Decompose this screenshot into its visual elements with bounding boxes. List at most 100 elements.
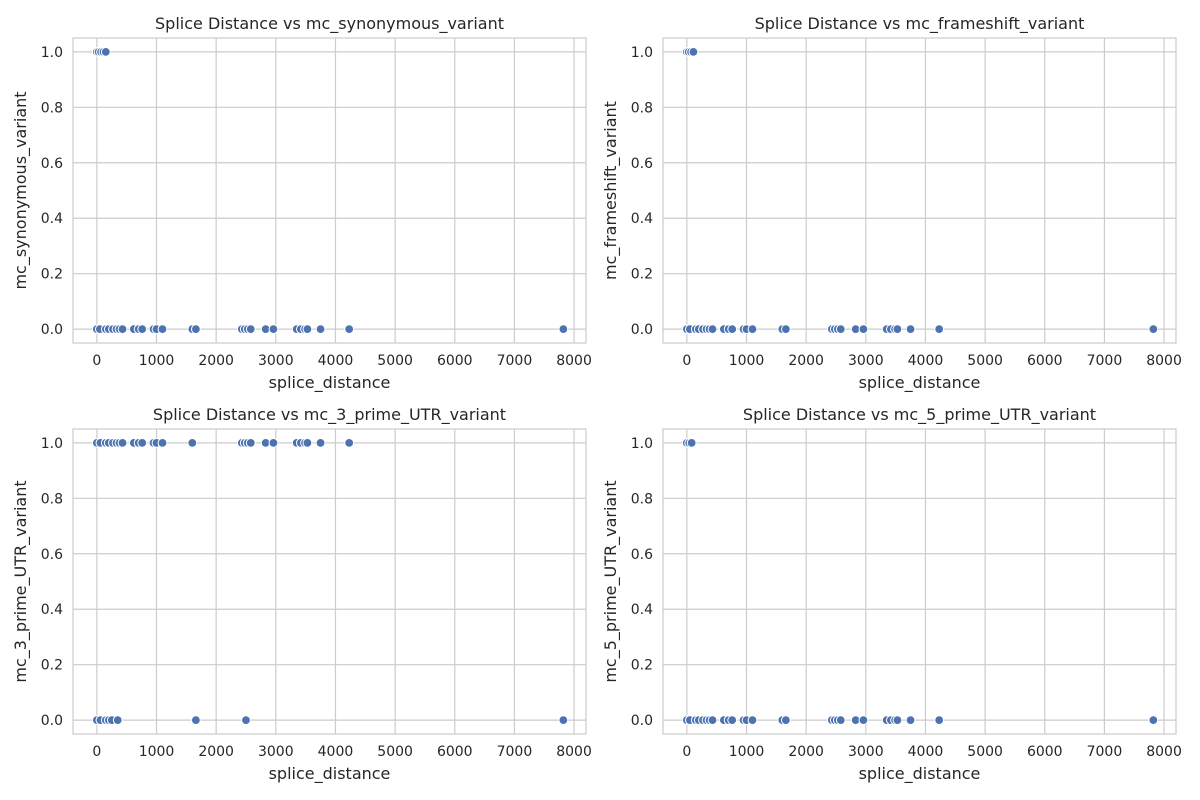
- y-tick-label: 0.4: [41, 602, 63, 618]
- data-point: [688, 46, 699, 57]
- y-tick-label: 0.6: [41, 156, 63, 172]
- x-tick-label: 1000: [139, 353, 175, 369]
- subplot-2: 0 1000 2000 3000 4000 5000 6000 7000 8000 0.0 0.2 0…: [601, 14, 1182, 393]
- data-point: [100, 46, 111, 57]
- y-axis-label: mc_5_prime_UTR_variant: [601, 480, 621, 682]
- y-tick-label: 0.0: [631, 322, 653, 338]
- x-tick-label: 5000: [377, 744, 413, 760]
- x-tick-label: 3000: [848, 744, 884, 760]
- data-point: [190, 715, 201, 726]
- x-tick-label: 6000: [437, 744, 473, 760]
- data-point: [858, 715, 869, 726]
- data-point: [117, 324, 128, 335]
- data-point: [835, 324, 846, 335]
- data-point: [835, 715, 846, 726]
- y-tick-label: 0.4: [631, 602, 653, 618]
- x-tick-label: 0: [682, 353, 691, 369]
- data-point: [747, 324, 758, 335]
- subplot-title: Splice Distance vs mc_synonymous_variant: [155, 14, 504, 34]
- y-tick-label: 0.2: [41, 267, 63, 283]
- data-point: [892, 324, 903, 335]
- subplot-1: 0 1000 2000 3000 4000 5000 6000 7000 8000 0.0 0.2 0…: [11, 14, 592, 393]
- y-tick-label: 1.0: [631, 45, 653, 61]
- data-point: [686, 437, 697, 448]
- y-axis-label: mc_3_prime_UTR_variant: [11, 480, 31, 682]
- data-point: [302, 324, 313, 335]
- x-tick-label: 0: [682, 744, 691, 760]
- data-point: [1148, 715, 1159, 726]
- data-point: [934, 715, 945, 726]
- x-tick-label: 1000: [729, 353, 765, 369]
- plot-frame: [72, 428, 587, 735]
- x-tick-label: 4000: [908, 744, 944, 760]
- x-tick-label: 7000: [1087, 744, 1123, 760]
- x-tick-label: 0: [92, 353, 101, 369]
- x-tick-label: 1000: [139, 744, 175, 760]
- x-tick-label: 8000: [1146, 353, 1182, 369]
- data-point: [190, 324, 201, 335]
- data-point: [727, 715, 738, 726]
- y-axis-label: mc_frameshift_variant: [601, 101, 621, 280]
- plot-area: [663, 429, 1176, 734]
- x-tick-label: 2000: [198, 744, 234, 760]
- data-point: [268, 437, 279, 448]
- y-tick-label: 0.8: [41, 491, 63, 507]
- y-tick-label: 0.2: [631, 267, 653, 283]
- data-point: [780, 715, 791, 726]
- y-tick-label: 0.2: [631, 658, 653, 674]
- data-point: [707, 715, 718, 726]
- y-tick-label: 0.6: [631, 156, 653, 172]
- x-tick-label: 1000: [729, 744, 765, 760]
- data-point: [858, 324, 869, 335]
- data-point: [934, 324, 945, 335]
- x-tick-label: 5000: [967, 744, 1003, 760]
- x-tick-label: 7000: [1087, 353, 1123, 369]
- x-tick-label: 2000: [788, 353, 824, 369]
- y-tick-label: 1.0: [41, 45, 63, 61]
- subplot-4: 0 1000 2000 3000 4000 5000 6000 7000 8000 0.0 0.2 0…: [601, 405, 1182, 784]
- x-axis-label: splice_distance: [859, 764, 981, 784]
- data-point: [558, 324, 569, 335]
- data-point: [245, 324, 256, 335]
- data-point: [315, 324, 326, 335]
- x-tick-label: 8000: [556, 744, 592, 760]
- x-tick-label: 6000: [1027, 353, 1063, 369]
- x-axis-label: splice_distance: [859, 373, 981, 393]
- y-tick-label: 0.2: [41, 658, 63, 674]
- data-point: [268, 324, 279, 335]
- subplot-3: 0 1000 2000 3000 4000 5000 6000 7000 8000 0.0 0.2 0…: [11, 405, 592, 784]
- data-point: [707, 324, 718, 335]
- y-tick-label: 0.0: [631, 713, 653, 729]
- x-tick-label: 3000: [258, 353, 294, 369]
- data-point: [137, 437, 148, 448]
- y-tick-label: 0.0: [41, 322, 63, 338]
- data-point: [747, 715, 758, 726]
- x-tick-label: 7000: [497, 744, 533, 760]
- x-tick-label: 6000: [1027, 744, 1063, 760]
- y-tick-label: 1.0: [631, 436, 653, 452]
- x-tick-label: 5000: [967, 353, 1003, 369]
- x-tick-label: 0: [92, 744, 101, 760]
- y-axis-label: mc_synonymous_variant: [11, 91, 31, 289]
- data-point: [137, 324, 148, 335]
- data-point: [241, 715, 251, 726]
- data-point: [344, 324, 355, 335]
- x-tick-label: 4000: [318, 353, 354, 369]
- y-tick-label: 1.0: [41, 436, 63, 452]
- y-tick-label: 0.4: [41, 211, 63, 227]
- plot-frame: [72, 37, 587, 344]
- y-tick-label: 0.6: [631, 547, 653, 563]
- x-axis-label: splice_distance: [269, 764, 391, 784]
- data-point: [1148, 324, 1159, 335]
- plot-area: [73, 38, 586, 343]
- x-tick-label: 8000: [1146, 744, 1182, 760]
- subplot-title: Splice Distance vs mc_5_prime_UTR_varian…: [743, 405, 1096, 425]
- x-tick-label: 4000: [908, 353, 944, 369]
- x-tick-label: 3000: [848, 353, 884, 369]
- plot-frame: [662, 37, 1177, 344]
- x-tick-label: 5000: [377, 353, 413, 369]
- y-tick-label: 0.8: [631, 100, 653, 116]
- x-tick-label: 2000: [198, 353, 234, 369]
- data-point: [117, 437, 128, 448]
